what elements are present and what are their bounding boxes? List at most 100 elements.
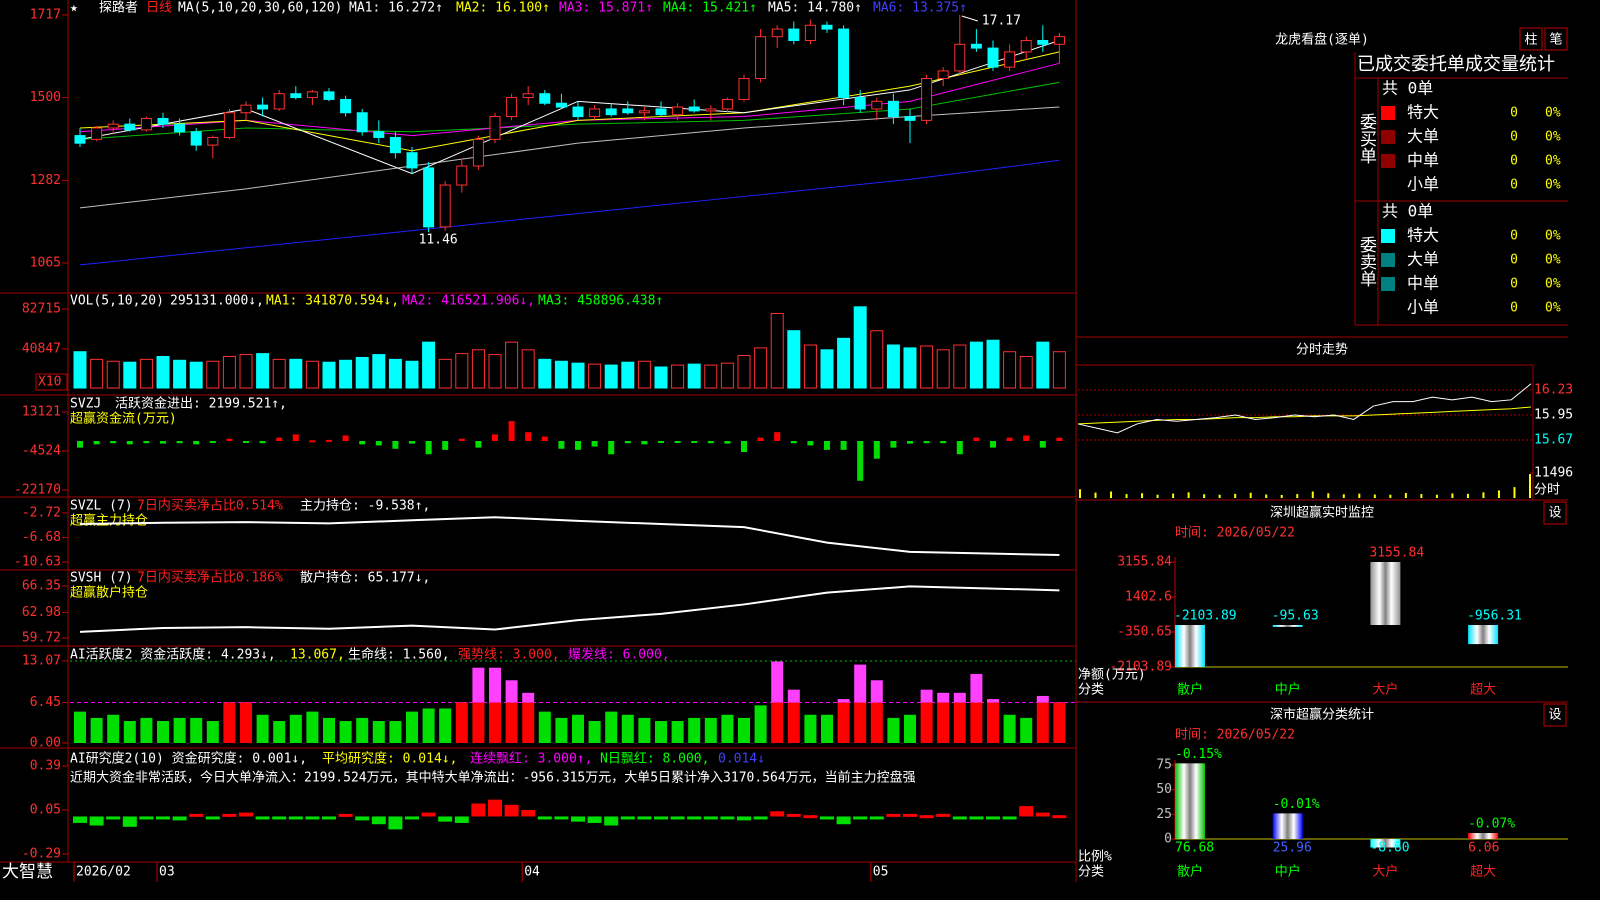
candle-body (190, 131, 202, 146)
research-bar (836, 816, 851, 825)
indicator-label: 活跃资金进出: 2199.521↑, (115, 396, 287, 412)
candle-body (539, 93, 551, 104)
volume-bar (322, 361, 336, 389)
flow-bar (259, 440, 266, 444)
button-frame[interactable] (1543, 501, 1567, 525)
activity-bar (987, 702, 999, 743)
value-label: -8.60 (1370, 841, 1409, 856)
y-tick-label: 0 (1164, 832, 1172, 847)
button[interactable]: 设 (1548, 708, 1561, 723)
high-label: 17.17 (982, 14, 1021, 29)
volume-bar (156, 355, 170, 389)
indicator-label: N日飘红: 8.000, (600, 751, 709, 767)
activity-bar (173, 717, 186, 743)
row-name: 中单 (1407, 151, 1439, 170)
volume-bar (521, 349, 535, 389)
activity-bar (372, 721, 385, 743)
candle-body (970, 43, 982, 49)
row-name: 小单 (1407, 298, 1439, 317)
research-bar (587, 816, 602, 823)
volume-bar (920, 345, 934, 389)
y-tick-label: 16.23 (1534, 383, 1573, 398)
button[interactable]: 设 (1548, 506, 1561, 521)
y-tick-label: 6.45 (30, 695, 61, 710)
activity-bar-top (771, 661, 784, 703)
flow-bar (1039, 440, 1046, 448)
flow-bar (691, 440, 698, 443)
flow-bar (824, 440, 830, 450)
button[interactable]: 柱 (1524, 33, 1537, 48)
volume-bar (637, 360, 651, 389)
research-bar (537, 816, 552, 820)
panel-borders (0, 0, 1568, 882)
flow-bar (990, 440, 996, 448)
button-frame[interactable] (1543, 703, 1567, 727)
button-frame[interactable] (1544, 27, 1568, 51)
activity-bar (688, 717, 701, 743)
candle-body (423, 167, 435, 228)
candle-body (688, 106, 700, 112)
flow-bar (508, 421, 515, 441)
volume-bar (886, 344, 900, 389)
button[interactable]: 笔 (1549, 32, 1562, 48)
ma-value: MA4: 15.421↑ (663, 1, 757, 16)
y-tick-label: 1282 (30, 173, 61, 188)
candle-body (290, 93, 302, 99)
flow-bar (658, 440, 664, 443)
candle-body (506, 97, 518, 118)
low-label: 11.46 (419, 233, 458, 248)
volume-bar (289, 358, 303, 389)
volume-bar (471, 349, 485, 389)
activity-bar-top (970, 673, 983, 703)
category-label: 散户 (1177, 864, 1203, 880)
panel-title: 深圳超赢实时监控 (1270, 505, 1374, 521)
indicator-label: 平均研究度: 0.014↓, (322, 751, 457, 767)
header-text: MA(5,10,20,30,60,120) (178, 1, 342, 16)
activity-bar (787, 702, 800, 743)
indicator-label: 13.067, (290, 648, 345, 663)
research-bar (504, 804, 519, 817)
high-pointer (961, 15, 978, 22)
candle-body (140, 117, 152, 131)
button-frame[interactable] (1519, 27, 1543, 51)
flow-bar (342, 435, 349, 441)
y-tick-label: 1717 (30, 8, 61, 23)
flow-bar (575, 440, 581, 450)
activity-bar (223, 702, 236, 743)
bar (1272, 625, 1303, 627)
volume-bar (720, 362, 734, 389)
activity-bar (771, 702, 784, 743)
research-bar (1019, 806, 1034, 817)
row-pct: 0% (1545, 106, 1561, 121)
volume-bar (770, 313, 784, 389)
table-heading: 已成交委托单成交量统计 (1357, 54, 1555, 75)
price-line (1077, 383, 1532, 434)
volume-bar (222, 355, 236, 389)
ma-value: MA6: 13.375↑ (873, 1, 967, 16)
activity-bar (1053, 702, 1066, 743)
y-tick-label: -4524 (22, 443, 61, 458)
research-bar (471, 803, 486, 817)
volume-bar (272, 358, 286, 389)
flow-bar (226, 438, 233, 441)
activity-bar (273, 721, 286, 743)
research-bar (753, 816, 768, 820)
research-bar (803, 815, 818, 819)
candle-body (871, 100, 883, 110)
flow-bar (209, 440, 216, 443)
y-tick-label: 11496 (1534, 466, 1573, 481)
activity-bar (887, 717, 900, 743)
activity-bar (588, 721, 601, 743)
y-tick-label: -2103.89 (1109, 660, 1172, 675)
row-count: 0 (1510, 130, 1518, 145)
research-bar (272, 816, 287, 820)
y-tick-label: 0.39 (30, 759, 61, 774)
activity-bar (489, 702, 501, 743)
candle-body (74, 135, 86, 144)
research-bar (106, 816, 121, 820)
candle-body (323, 91, 335, 100)
header-text: ★ (70, 1, 78, 16)
ma-value: MA5: 14.780↑ (768, 1, 862, 16)
flow-bar (160, 440, 166, 444)
category-label: 超大 (1470, 865, 1496, 880)
